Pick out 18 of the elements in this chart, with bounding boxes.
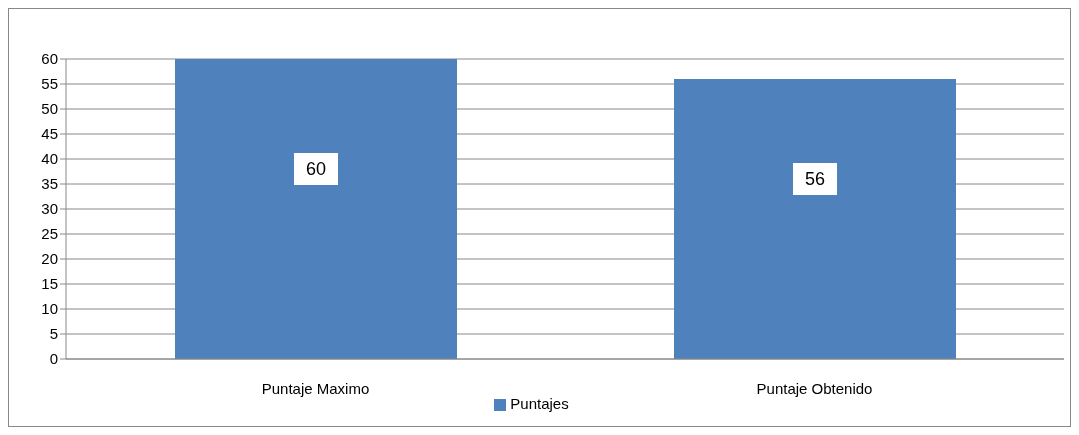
y-tick-label: 60 — [41, 50, 58, 68]
data-label: 60 — [305, 159, 327, 179]
y-tick-label: 0 — [49, 350, 58, 368]
y-tick-label: 15 — [41, 275, 58, 293]
x-tick-label: Puntaje Maximo — [261, 379, 370, 397]
data-label: 56 — [804, 169, 826, 189]
y-tick-label: 45 — [41, 125, 58, 143]
x-tick-label: Puntaje Obtenido — [756, 379, 873, 397]
legend-label: Puntajes — [510, 395, 569, 412]
y-tick-label: 50 — [41, 100, 58, 118]
y-tick-label: 55 — [41, 75, 58, 93]
y-tick-label: 35 — [41, 175, 58, 193]
y-tick-label: 30 — [41, 200, 58, 218]
y-tick-label: 40 — [41, 150, 58, 168]
y-tick-label: 25 — [41, 225, 58, 243]
y-tick-label: 5 — [49, 325, 58, 343]
y-tick-label: 20 — [41, 250, 58, 268]
y-tick-label: 10 — [41, 300, 58, 318]
